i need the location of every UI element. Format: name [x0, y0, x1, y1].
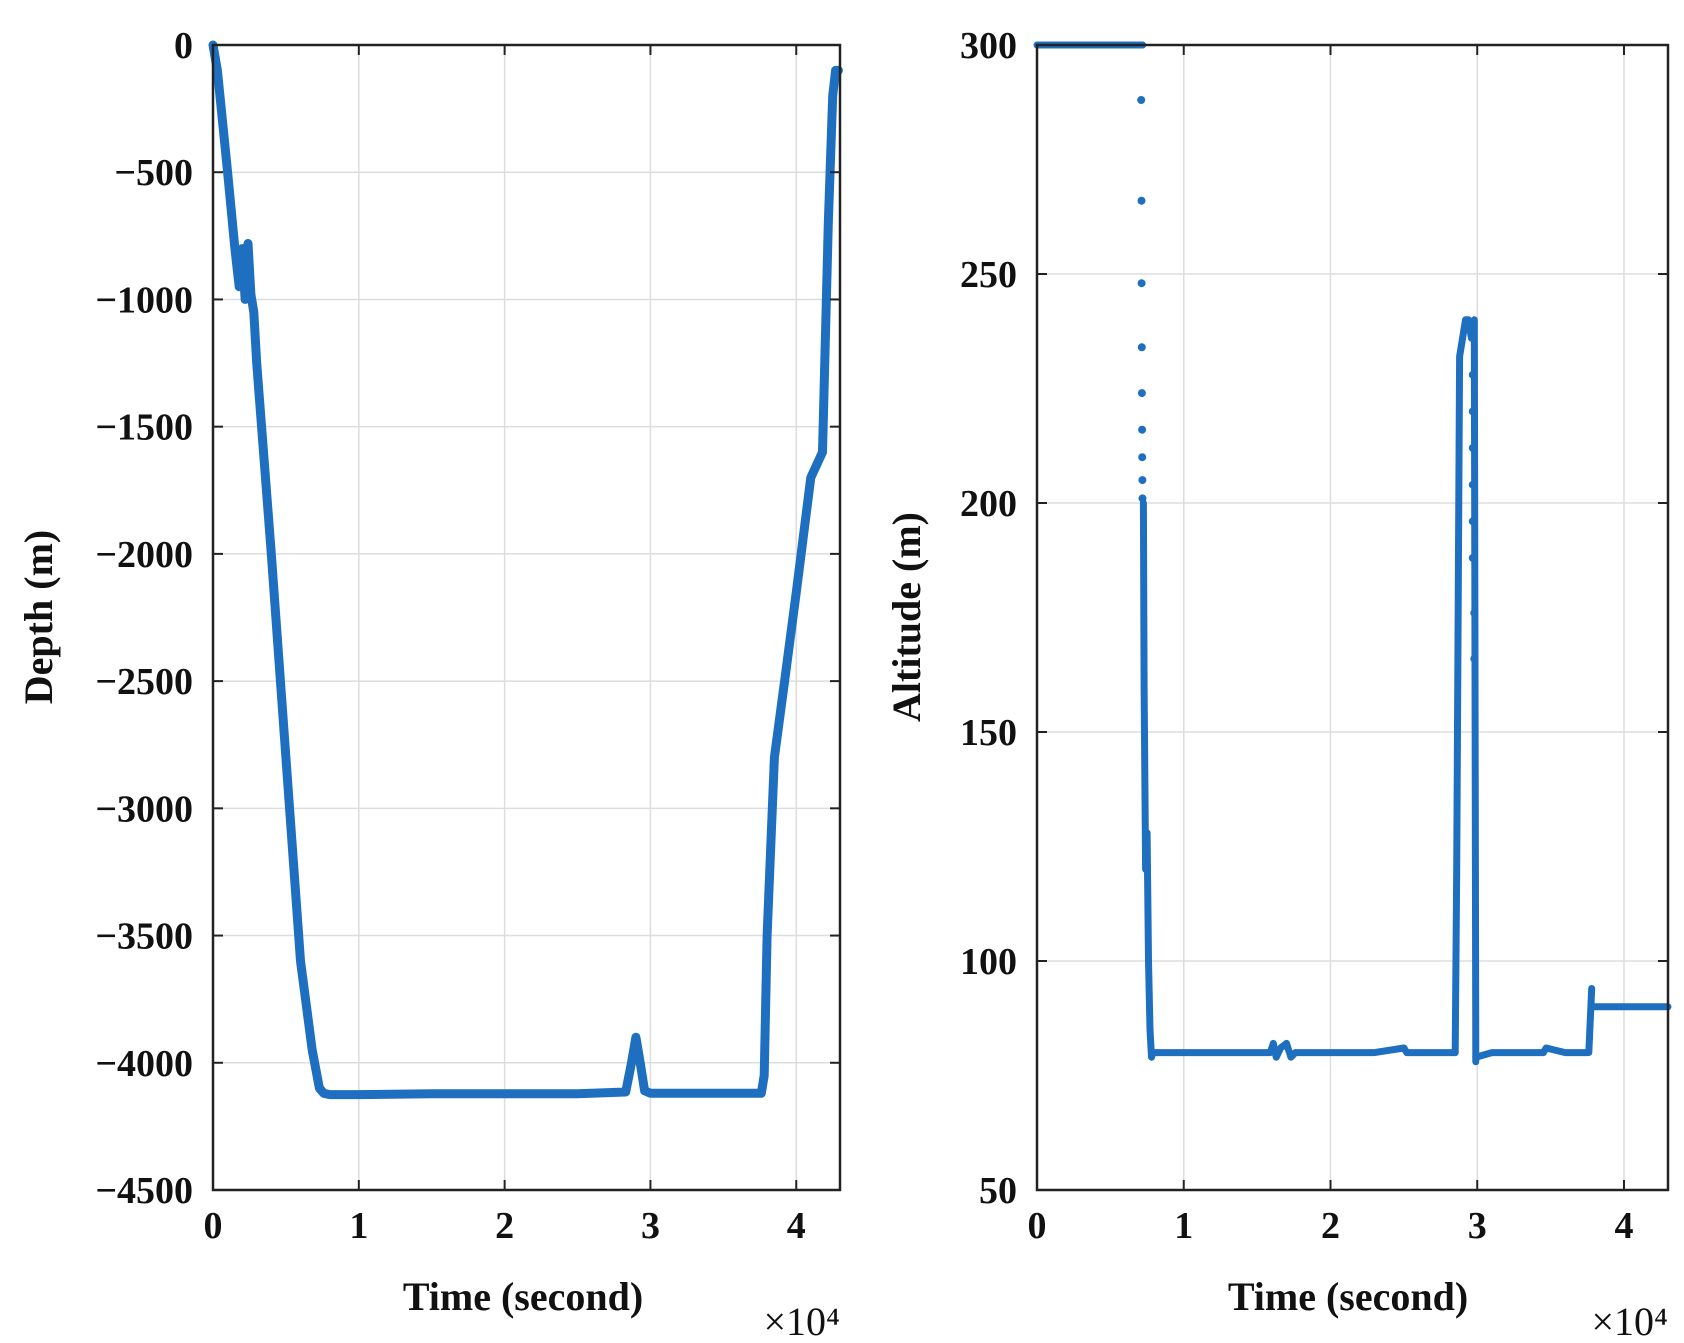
depth-y-tick-label-8: −4000	[95, 1043, 193, 1085]
depth-series	[208, 40, 843, 1100]
depth-x-tick-label-4: 4	[787, 1205, 806, 1247]
depth-series-line-0	[208, 40, 843, 1100]
altitude-y-axis-label: Altitude (m)	[884, 512, 929, 722]
altitude-segment-2	[1153, 1039, 1459, 1061]
altitude-point-14	[1468, 554, 1477, 562]
depth-y-tick-label-9: −4500	[95, 1170, 193, 1212]
altitude-x-tick-label-4: 4	[1614, 1205, 1633, 1247]
altitude-point-7	[1138, 476, 1147, 485]
depth-ticks: 0 1 2 3 4 0 −500 −1000 −1500 −2000 −2500 −3000 −3500…	[95, 25, 840, 1247]
altitude-series	[1033, 41, 1672, 1066]
depth-y-axis-label: Depth (m)	[16, 530, 61, 704]
altitude-point-0	[1137, 96, 1146, 104]
altitude-point-16	[1470, 654, 1479, 663]
altitude-segment-3	[1451, 316, 1480, 1066]
altitude-point-2	[1137, 279, 1146, 288]
altitude-axes-box	[1035, 43, 1670, 1192]
altitude-point-15	[1470, 608, 1479, 617]
depth-x-tick-label-3: 3	[641, 1205, 660, 1247]
altitude-point-12	[1468, 480, 1477, 489]
altitude-x-tick-label-3: 3	[1468, 1205, 1487, 1247]
depth-x-tick-label-1: 1	[349, 1205, 368, 1247]
altitude-point-5	[1138, 425, 1147, 434]
altitude-segment-4	[1472, 1044, 1591, 1061]
altitude-point-13	[1468, 517, 1477, 526]
altitude-y-tick-label-1: 100	[960, 941, 1017, 983]
depth-x-axis-label: Time (second)	[403, 1274, 643, 1319]
depth-y-tick-label-5: −2500	[95, 661, 193, 703]
altitude-y-tick-label-5: 300	[960, 25, 1017, 67]
altitude-x-exponent-label: ×10⁴	[1591, 1299, 1668, 1343]
altitude-point-6	[1138, 453, 1147, 462]
depth-y-tick-label-6: −3000	[95, 788, 193, 830]
altitude-y-tick-label-3: 200	[960, 483, 1017, 525]
altitude-plot: 0 1 2 3 4 50 100 150 200 250 300 Altitude (m) Time…	[884, 25, 1672, 1343]
altitude-point-8	[1138, 494, 1147, 503]
altitude-point-10	[1468, 407, 1477, 416]
altitude-segment-5	[1585, 985, 1596, 1057]
altitude-x-axis-label: Time (second)	[1228, 1274, 1468, 1319]
depth-y-tick-label-4: −2000	[95, 534, 193, 576]
altitude-x-tick-label-2: 2	[1321, 1205, 1340, 1247]
altitude-segment-1	[1139, 499, 1161, 1061]
altitude-grid	[1036, 44, 1668, 1191]
altitude-point-1	[1137, 196, 1146, 205]
depth-axes-box	[211, 43, 842, 1192]
depth-x-tick-label-2: 2	[495, 1205, 514, 1247]
altitude-point-3	[1137, 343, 1146, 352]
altitude-x-tick-label-0: 0	[1028, 1205, 1047, 1247]
depth-plot: 0 1 2 3 4 0 −500 −1000 −1500 −2000 −2500 −3000 −3500…	[16, 25, 843, 1343]
altitude-y-tick-label-2: 150	[960, 712, 1017, 754]
depth-y-tick-label-0: 0	[174, 25, 193, 67]
altitude-y-tick-label-4: 250	[960, 254, 1017, 296]
depth-y-tick-label-2: −1000	[95, 279, 193, 321]
depth-y-tick-label-1: −500	[114, 152, 193, 194]
depth-x-tick-label-0: 0	[204, 1205, 223, 1247]
depth-x-exponent-label: ×10⁴	[763, 1299, 840, 1343]
altitude-y-tick-label-0: 50	[979, 1170, 1017, 1212]
depth-y-tick-label-7: −3500	[95, 916, 193, 958]
altitude-point-4	[1137, 389, 1146, 398]
altitude-point-11	[1468, 444, 1477, 452]
altitude-x-tick-label-1: 1	[1174, 1205, 1193, 1247]
altitude-ticks: 0 1 2 3 4 50 100 150 200 250 300	[960, 25, 1668, 1247]
depth-y-tick-label-3: −1500	[95, 407, 193, 449]
altitude-point-9	[1468, 370, 1477, 379]
